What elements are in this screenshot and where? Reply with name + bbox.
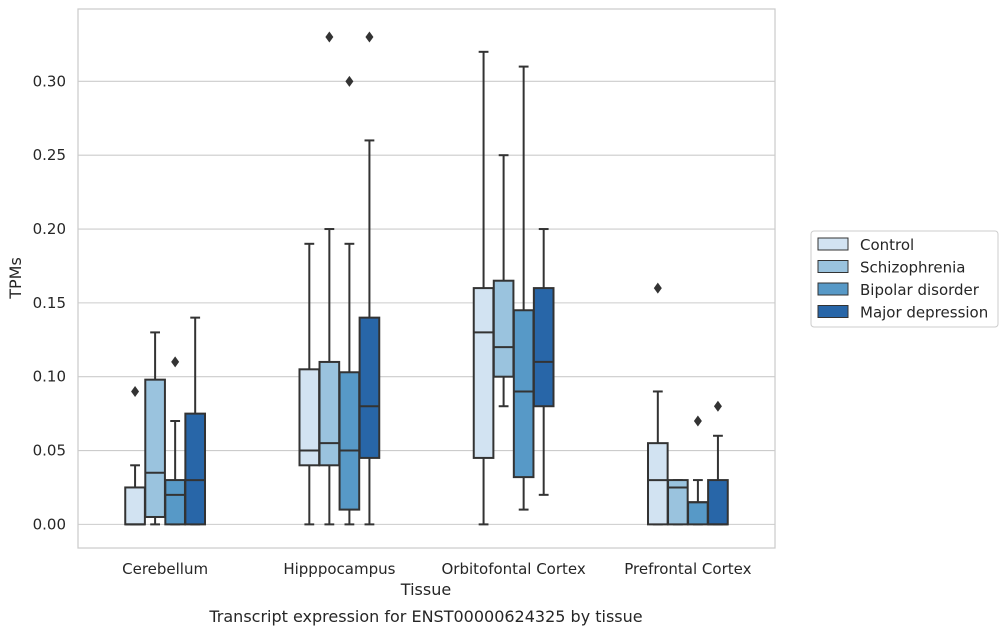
outlier-point [131, 385, 140, 397]
box-bipolar-disorder [338, 75, 361, 526]
box-body [532, 287, 555, 408]
legend-frame [810, 230, 999, 328]
legend-swatch [817, 237, 849, 251]
box-control [298, 242, 321, 526]
box-bipolar-disorder [687, 415, 709, 526]
figure-caption: Transcript expression for ENST0000062432… [208, 607, 642, 626]
box-major-depression [184, 316, 207, 526]
outlier-point [653, 282, 662, 294]
box-body [512, 309, 535, 479]
plot-frame [77, 8, 776, 549]
box-body [144, 378, 166, 518]
x-tick-label: Orbitofontal Cortex [442, 560, 586, 578]
box-body [184, 412, 207, 526]
box-body [164, 479, 186, 526]
legend-swatch [817, 260, 849, 273]
legend-label: Schizophrenia [860, 259, 965, 277]
box-control [472, 50, 495, 526]
y-tick-label: 0.00 [33, 515, 66, 533]
legend-swatch [817, 282, 849, 296]
outlier-point [325, 31, 334, 43]
y-tick-label: 0.15 [33, 294, 66, 312]
outlier-point [171, 356, 180, 368]
x-axis-label: Tissue [400, 580, 451, 599]
x-tick-label: Cerebellum [122, 560, 208, 578]
outlier-point [693, 415, 702, 427]
box-body [124, 486, 146, 526]
legend-swatch [817, 305, 849, 318]
y-tick-label: 0.25 [33, 146, 66, 164]
box-body [472, 287, 495, 459]
box-schizophrenia [144, 331, 166, 526]
box-body [687, 501, 709, 526]
x-tick-labels: Cerebellum Hipppocampus Orbitofontal Corte… [122, 560, 751, 578]
legend-label: Bipolar disorder [860, 281, 980, 299]
legend: Control Schizophrenia Bipolar disorder Majo… [810, 230, 999, 328]
box-schizophrenia [318, 31, 341, 526]
box-body [358, 316, 381, 459]
box-major-depression [707, 400, 729, 526]
box-major-depression [532, 228, 555, 496]
legend-label: Control [860, 236, 914, 254]
y-tick-label: 0.05 [33, 442, 66, 460]
box-schizophrenia [667, 479, 689, 526]
box-body [707, 479, 729, 526]
outlier-point [713, 400, 722, 412]
grid-lines [78, 80, 775, 525]
box-bipolar-disorder [512, 65, 535, 511]
box-control [124, 385, 146, 526]
box-control [646, 282, 669, 526]
box-body [338, 371, 361, 511]
y-tick-labels: 0.00 0.05 0.10 0.15 0.20 0.25 0.30 [33, 72, 66, 533]
x-tick-label: Prefrontal Cortex [624, 560, 751, 578]
box-major-depression [358, 31, 381, 526]
box-schizophrenia [492, 154, 515, 408]
y-axis-label: TPMs [6, 257, 25, 300]
boxes [124, 31, 729, 526]
box-body [318, 360, 341, 467]
box-body [492, 279, 515, 378]
y-tick-label: 0.10 [33, 368, 66, 386]
y-tick-label: 0.30 [33, 72, 66, 90]
box-bipolar-disorder [164, 356, 186, 526]
outlier-point [365, 31, 374, 43]
x-tick-label: Hipppocampus [283, 560, 395, 578]
legend-label: Major depression [860, 304, 988, 322]
box-body [646, 442, 669, 526]
y-tick-label: 0.20 [33, 220, 66, 238]
outlier-point [345, 75, 354, 87]
